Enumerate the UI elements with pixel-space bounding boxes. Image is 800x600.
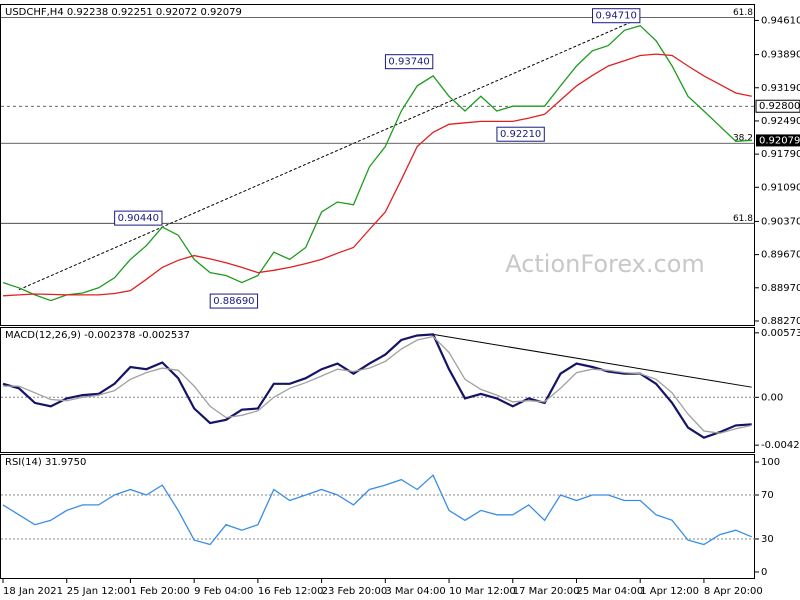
watermark: ActionForex.com	[505, 250, 705, 278]
x-tick-label: 3 Mar 04:00	[385, 586, 445, 597]
price-tag	[755, 99, 800, 113]
panel-title: USDCHF,H4 0.92238 0.92251 0.92072 0.9207…	[5, 7, 242, 18]
callout-box	[496, 126, 545, 142]
y-tick-label: 0	[761, 567, 767, 578]
y-tick-label: 100	[761, 457, 780, 468]
panel-title: MACD(12,26,9) -0.002378 -0.002537	[5, 330, 190, 341]
x-tick-label: 25 Jan 12:00	[67, 586, 130, 597]
x-tick-label: 1 Apr 12:00	[640, 586, 699, 597]
y-tick-label: 0.92490	[761, 116, 800, 127]
y-tick-label: 0.00	[761, 392, 783, 403]
y-tick-label: 0.91790	[761, 149, 800, 160]
rsi-panel	[0, 454, 755, 579]
callout-box	[114, 210, 163, 226]
callout-box	[592, 8, 641, 24]
x-tick-label: 1 Feb 20:00	[130, 586, 189, 597]
callout-label: 0.94710	[596, 11, 637, 22]
series-line	[2, 53, 752, 297]
fib-label: 38.2	[733, 134, 753, 144]
x-tick-label: 18 Jan 2021	[3, 586, 63, 597]
y-tick-label: 0.93190	[761, 83, 800, 94]
y-tick-label: 0.90370	[761, 216, 800, 227]
last-price-tag	[756, 134, 800, 147]
series-line	[2, 24, 752, 302]
x-tick-label: 8 Apr 20:00	[704, 586, 763, 597]
y-tick-label: 0.91090	[761, 182, 800, 193]
y-tick-label: 70	[761, 490, 774, 501]
x-tick-label: 9 Feb 04:00	[194, 586, 253, 597]
fib-label: 61.8	[733, 8, 753, 18]
x-tick-label: 10 Mar 12:00	[449, 586, 516, 597]
callout-label: 0.93740	[388, 57, 429, 68]
y-tick-label: 30	[761, 534, 774, 545]
y-tick-label: 0.93890	[761, 50, 800, 61]
series-line	[3, 335, 752, 434]
y-tick-label: 0.88270	[761, 316, 800, 327]
callout-label: 0.88690	[213, 296, 254, 307]
trendline	[18, 17, 641, 291]
x-tick-label: 16 Feb 12:00	[258, 586, 324, 597]
y-tick-label: 0.94610	[761, 15, 800, 26]
y-tick-label: 0.88970	[761, 283, 800, 294]
x-tick-label: 23 Feb 20:00	[322, 586, 388, 597]
last-price-label: 0.92079	[759, 135, 800, 146]
y-tick-label: -0.004261	[761, 440, 800, 451]
price-tag-label: 0.92800	[759, 101, 800, 112]
trendline	[433, 333, 752, 388]
callout-label: 0.92210	[500, 129, 541, 140]
y-tick-label: 0.89670	[761, 250, 800, 261]
x-tick-label: 25 Mar 04:00	[576, 586, 643, 597]
callout-box	[384, 54, 434, 70]
price-panel	[0, 4, 755, 326]
y-tick-label: 0.005739	[761, 328, 800, 339]
series-line	[2, 333, 752, 439]
callout-box	[209, 293, 259, 309]
x-tick-label: 17 Mar 20:00	[513, 586, 580, 597]
fib-label: 61.8	[733, 214, 753, 224]
panel-title: RSI(14) 31.9750	[5, 457, 86, 468]
callout-label: 0.90440	[118, 213, 159, 224]
macd-panel	[0, 327, 755, 453]
series-line	[2, 474, 752, 546]
